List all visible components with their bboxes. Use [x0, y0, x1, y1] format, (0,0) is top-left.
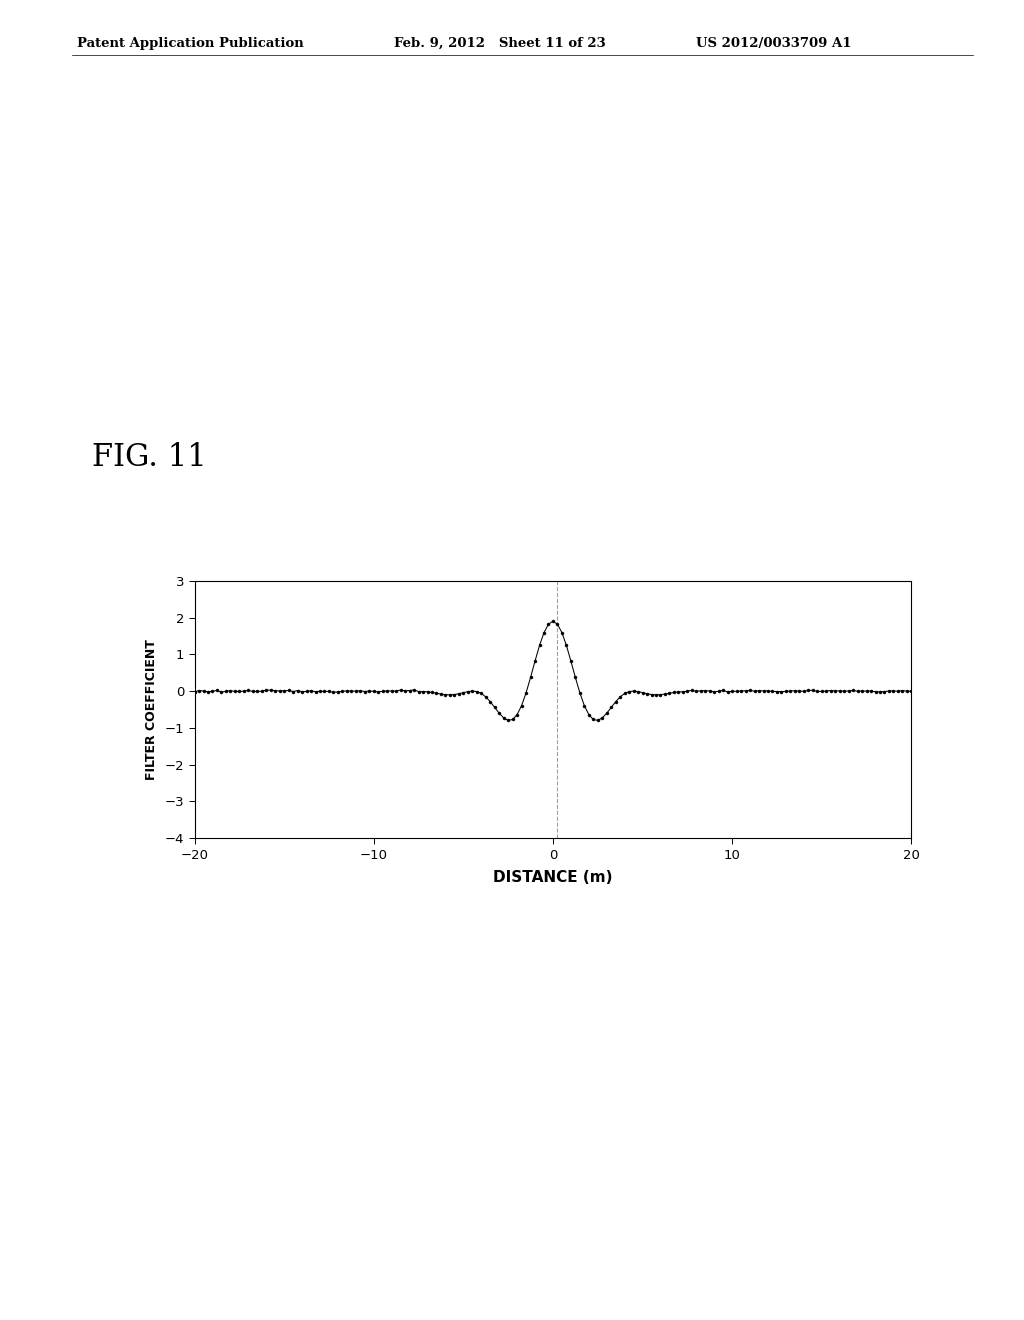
Y-axis label: FILTER COEFFICIENT: FILTER COEFFICIENT	[144, 639, 158, 780]
X-axis label: DISTANCE (m): DISTANCE (m)	[494, 870, 612, 884]
Text: FIG. 11: FIG. 11	[92, 442, 207, 473]
Text: Feb. 9, 2012   Sheet 11 of 23: Feb. 9, 2012 Sheet 11 of 23	[394, 37, 606, 50]
Text: US 2012/0033709 A1: US 2012/0033709 A1	[696, 37, 852, 50]
Text: Patent Application Publication: Patent Application Publication	[77, 37, 303, 50]
